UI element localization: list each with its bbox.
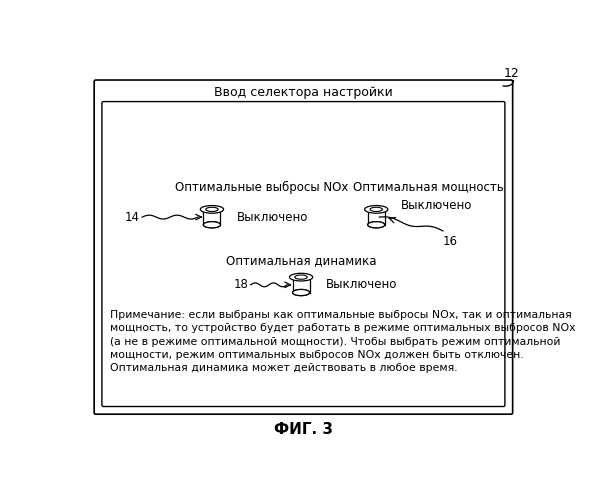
Text: 12: 12: [504, 66, 520, 80]
Text: ФИГ. 3: ФИГ. 3: [274, 422, 333, 437]
FancyBboxPatch shape: [94, 80, 513, 414]
Text: Оптимальные выбросы NOx: Оптимальные выбросы NOx: [175, 180, 348, 194]
Ellipse shape: [204, 222, 220, 228]
Ellipse shape: [206, 208, 218, 212]
Ellipse shape: [200, 206, 224, 213]
FancyBboxPatch shape: [102, 102, 505, 406]
Text: Примечание: если выбраны как оптимальные выбросы NOx, так и оптимальная
мощность: Примечание: если выбраны как оптимальные…: [110, 310, 575, 373]
Text: Оптимальная динамика: Оптимальная динамика: [226, 254, 377, 266]
Ellipse shape: [292, 290, 310, 296]
Text: Выключено: Выключено: [401, 199, 472, 212]
Ellipse shape: [295, 275, 307, 280]
Text: Ввод селектора настройки: Ввод селектора настройки: [214, 86, 392, 99]
Ellipse shape: [292, 290, 310, 296]
Text: Выключено: Выключено: [326, 278, 397, 291]
Ellipse shape: [289, 274, 313, 281]
Ellipse shape: [204, 222, 220, 228]
Ellipse shape: [368, 222, 385, 228]
Bar: [292, 277, 310, 292]
Ellipse shape: [370, 208, 382, 212]
Text: 14: 14: [125, 210, 140, 224]
Bar: [368, 210, 385, 225]
Text: Оптимальная мощность: Оптимальная мощность: [353, 180, 504, 194]
Text: 18: 18: [233, 278, 248, 291]
Text: 16: 16: [443, 235, 458, 248]
Text: Выключено: Выключено: [237, 210, 308, 224]
Bar: [204, 210, 220, 225]
Ellipse shape: [368, 222, 385, 228]
Ellipse shape: [365, 206, 388, 213]
